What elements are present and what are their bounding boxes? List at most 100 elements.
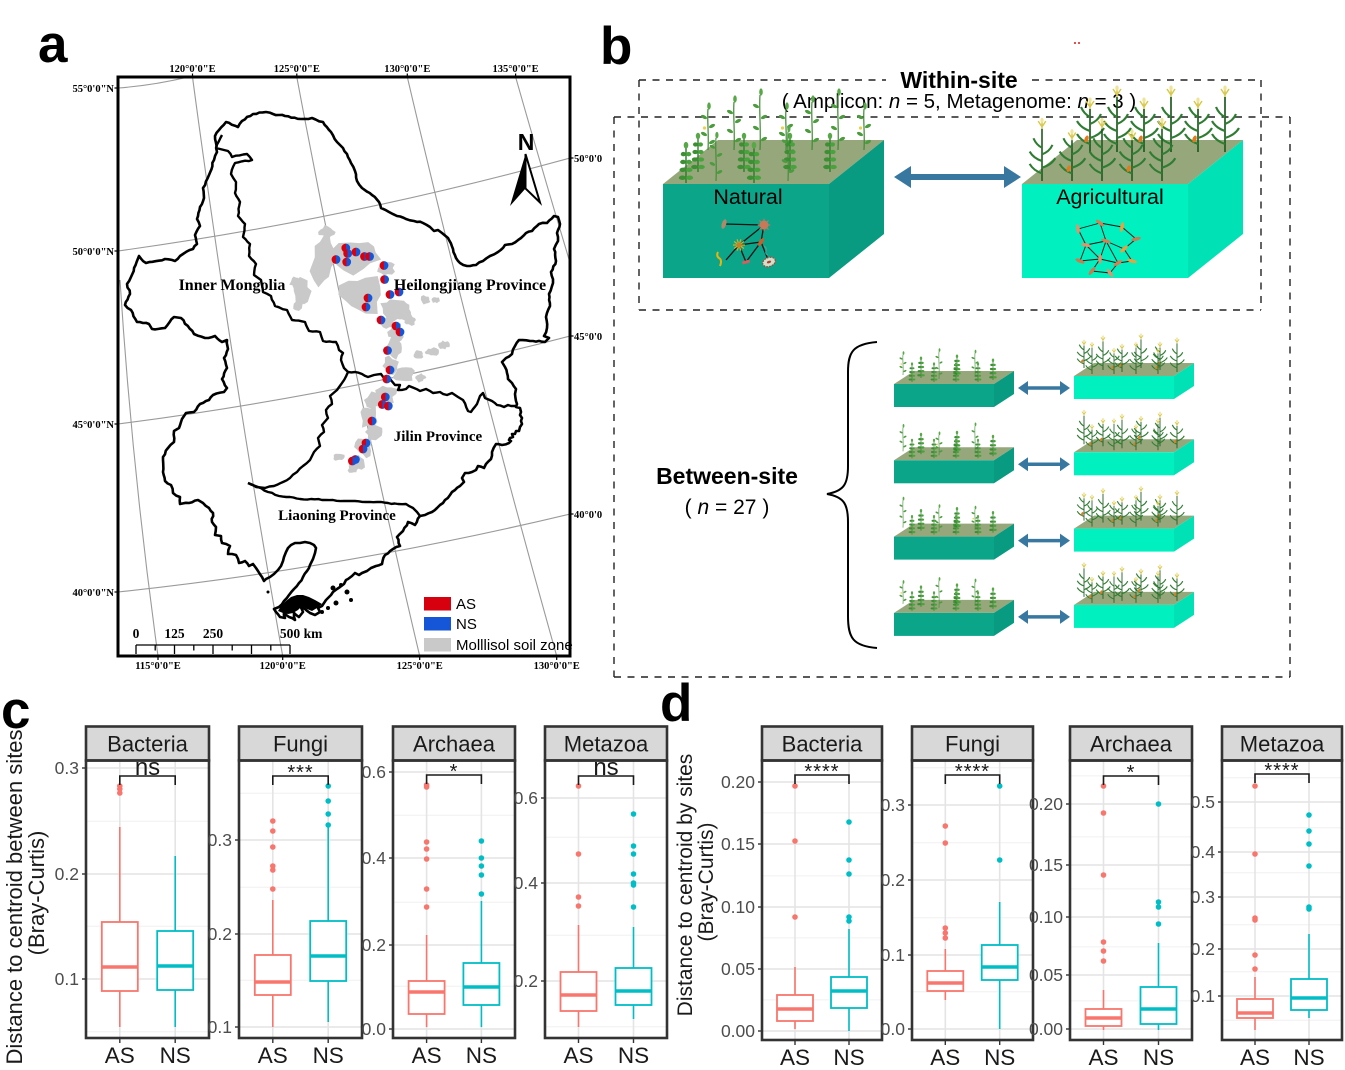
svg-text:Inner Mongolia: Inner Mongolia — [179, 277, 286, 294]
svg-text:0.3: 0.3 — [881, 795, 905, 815]
svg-text:0.1: 0.1 — [1191, 986, 1215, 1006]
svg-text:0.2: 0.2 — [1191, 939, 1215, 959]
svg-text:0.2: 0.2 — [208, 924, 232, 944]
svg-text:0.15: 0.15 — [721, 834, 755, 854]
svg-text:NS: NS — [984, 1045, 1015, 1070]
svg-text:AS: AS — [930, 1045, 960, 1070]
svg-text:0.3: 0.3 — [55, 758, 79, 778]
svg-text:AS: AS — [563, 1043, 593, 1068]
svg-text:40°0'0"N: 40°0'0"N — [72, 588, 114, 599]
svg-text:45°0'0: 45°0'0 — [574, 332, 602, 343]
svg-text:250: 250 — [203, 626, 224, 641]
svg-text:0.20: 0.20 — [721, 772, 755, 792]
svg-text:Bacteria: Bacteria — [107, 732, 188, 757]
svg-text:0.00: 0.00 — [721, 1021, 755, 1041]
svg-text:135°0'0"E: 135°0'0"E — [492, 64, 538, 75]
svg-text:0.1: 0.1 — [881, 945, 905, 965]
svg-text:0.20: 0.20 — [1029, 794, 1063, 814]
svg-text:Heilongjiang Province: Heilongjiang Province — [394, 277, 546, 294]
svg-text:Metazoa: Metazoa — [1240, 732, 1325, 757]
svg-text:Molllisol soil zone: Molllisol soil zone — [456, 637, 573, 654]
svg-text:0.10: 0.10 — [721, 897, 755, 917]
svg-text:Natural: Natural — [713, 185, 782, 209]
svg-text:0.6: 0.6 — [362, 762, 386, 782]
svg-text:45°0'0"N: 45°0'0"N — [72, 420, 114, 431]
svg-text:0.3: 0.3 — [208, 830, 232, 850]
svg-text:0.4: 0.4 — [362, 848, 387, 868]
svg-text:Metazoa: Metazoa — [564, 732, 649, 757]
svg-text:*: * — [1127, 762, 1136, 784]
svg-text:****: **** — [955, 761, 990, 783]
svg-text:50°0'0"N: 50°0'0"N — [72, 247, 114, 258]
svg-text:120°0'0"E: 120°0'0"E — [169, 64, 215, 75]
svg-text:0.1: 0.1 — [55, 969, 79, 989]
svg-text:***: *** — [287, 762, 313, 784]
svg-text:****: **** — [1264, 760, 1299, 782]
svg-text:0.2: 0.2 — [362, 935, 386, 955]
svg-text:130°0'0"E: 130°0'0"E — [534, 661, 580, 672]
svg-text:0.3: 0.3 — [1191, 887, 1215, 907]
svg-text:NS: NS — [618, 1043, 649, 1068]
svg-text:NS: NS — [160, 1043, 191, 1068]
svg-text:Fungi: Fungi — [945, 732, 1000, 757]
svg-text:Bacteria: Bacteria — [782, 732, 863, 757]
svg-text:0.6: 0.6 — [514, 788, 538, 808]
svg-text:Liaoning Province: Liaoning Province — [278, 508, 396, 524]
svg-text:NS: NS — [833, 1045, 864, 1070]
svg-text:0.5: 0.5 — [1191, 792, 1215, 812]
svg-text:NS: NS — [466, 1043, 497, 1068]
svg-text:0.0: 0.0 — [881, 1019, 906, 1039]
svg-text:AS: AS — [456, 596, 476, 613]
svg-text:115°0'0"E: 115°0'0"E — [135, 661, 181, 672]
svg-text:40°0'0: 40°0'0 — [574, 510, 602, 521]
svg-text:125°0'0"E: 125°0'0"E — [397, 661, 443, 672]
svg-text:0.0: 0.0 — [362, 1019, 387, 1039]
svg-text:0.4: 0.4 — [514, 873, 539, 893]
svg-text:AS: AS — [780, 1045, 810, 1070]
svg-text:AS: AS — [1088, 1045, 1118, 1070]
svg-text:Archaea: Archaea — [1090, 732, 1173, 757]
svg-text:km: km — [304, 626, 324, 641]
svg-text:0.15: 0.15 — [1029, 855, 1063, 875]
svg-text:****: **** — [804, 761, 839, 783]
svg-text:0.1: 0.1 — [208, 1017, 232, 1037]
svg-text:( n = 27 ): ( n = 27 ) — [685, 496, 770, 519]
svg-text:55°0'0"N: 55°0'0"N — [72, 84, 114, 95]
svg-text:(Bray-Curtis): (Bray-Curtis) — [695, 823, 718, 942]
svg-text:120°0'0"E: 120°0'0"E — [260, 661, 306, 672]
svg-text:500: 500 — [280, 626, 301, 641]
svg-text:NS: NS — [1293, 1045, 1324, 1070]
svg-text:Distance to centroid by sites: Distance to centroid by sites — [674, 754, 697, 1017]
svg-text:0.2: 0.2 — [514, 971, 538, 991]
svg-text:Jilin Province: Jilin Province — [394, 429, 483, 445]
svg-text:Fungi: Fungi — [273, 732, 328, 757]
svg-text:0.2: 0.2 — [55, 864, 79, 884]
svg-text:AS: AS — [412, 1043, 442, 1068]
svg-text:AS: AS — [258, 1043, 288, 1068]
svg-text:Archaea: Archaea — [413, 732, 496, 757]
svg-text:0.4: 0.4 — [1191, 842, 1216, 862]
svg-text:AS: AS — [105, 1043, 135, 1068]
svg-text:NS: NS — [313, 1043, 344, 1068]
svg-text:0: 0 — [133, 626, 140, 641]
svg-text:0.05: 0.05 — [721, 959, 755, 979]
svg-text:125: 125 — [164, 626, 185, 641]
svg-text:NS: NS — [1143, 1045, 1174, 1070]
svg-text:130°0'0"E: 130°0'0"E — [384, 64, 430, 75]
svg-text:Agricultural: Agricultural — [1056, 185, 1164, 209]
svg-text:0.00: 0.00 — [1029, 1019, 1063, 1039]
svg-text:*: * — [450, 761, 459, 783]
svg-text:125°0'0"E: 125°0'0"E — [274, 64, 320, 75]
svg-text:0.10: 0.10 — [1029, 907, 1063, 927]
svg-text:( Amplicon: n = 5, Metagenome:: ( Amplicon: n = 5, Metagenome: n = 3 ) — [782, 90, 1136, 113]
svg-text:Within-site: Within-site — [900, 67, 1017, 93]
svg-text:Between-site: Between-site — [656, 463, 798, 489]
svg-text:N: N — [518, 129, 535, 155]
svg-text:AS: AS — [1240, 1045, 1270, 1070]
svg-text:NS: NS — [456, 616, 477, 633]
svg-text:(Bray-Curtis): (Bray-Curtis) — [24, 831, 49, 956]
svg-text:0.2: 0.2 — [881, 870, 905, 890]
svg-text:0.05: 0.05 — [1029, 965, 1063, 985]
svg-text:Distance to centroid between s: Distance to centroid between sites — [2, 729, 27, 1064]
svg-text:50°0'0: 50°0'0 — [574, 154, 602, 165]
